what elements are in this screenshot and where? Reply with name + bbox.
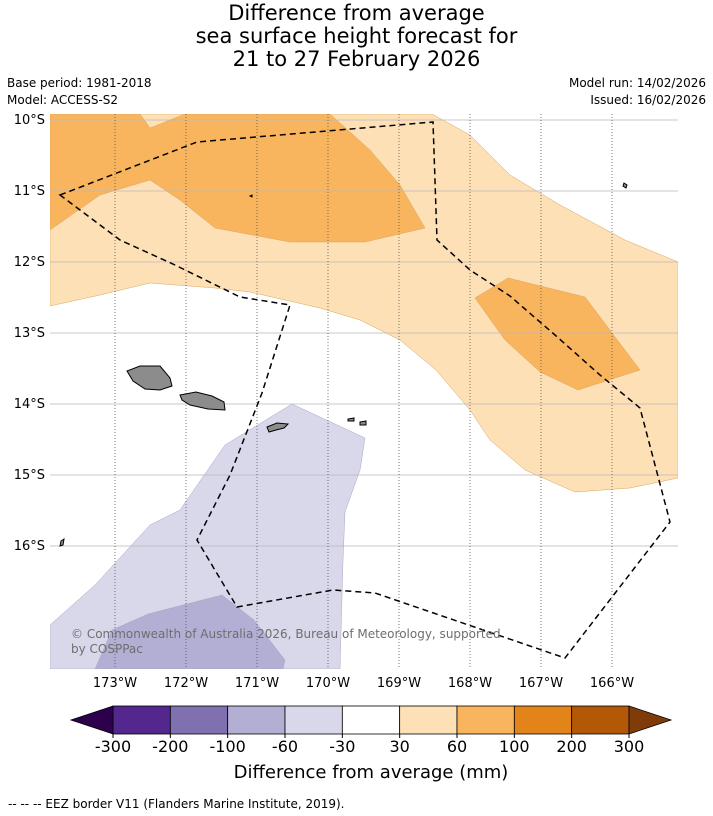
copyright-line-2: by COSPPac xyxy=(71,642,143,656)
copyright-line-1: © Commonwealth of Australia 2026, Bureau… xyxy=(71,627,501,641)
lon-label: 172°W xyxy=(164,676,208,691)
map-area: © Commonwealth of Australia 2026, Bureau… xyxy=(50,114,678,669)
colorbar-tick-label: -200 xyxy=(152,737,188,756)
title-line-2: sea surface height forecast for xyxy=(195,24,518,48)
lat-gridlines xyxy=(50,119,678,547)
colorbar-tick-label: -30 xyxy=(329,737,355,756)
contour-pos-60-100-north xyxy=(50,114,426,243)
title-line-1: Difference from average xyxy=(228,1,485,25)
island-swains xyxy=(248,194,253,198)
colorbar-bin xyxy=(112,705,171,735)
island-manua xyxy=(347,417,367,426)
lat-label: 14°S xyxy=(14,397,45,412)
lon-label: 167°W xyxy=(519,676,563,691)
colorbar-bin xyxy=(284,705,343,735)
colorbar-extend-low xyxy=(69,705,114,735)
colorbar-label: Difference from average (mm) xyxy=(234,762,509,783)
lon-label: 166°W xyxy=(590,676,634,691)
colorbar-tick-label: 300 xyxy=(614,737,645,756)
lat-label: 13°S xyxy=(14,326,45,341)
model-name: Model: ACCESS-S2 xyxy=(7,93,119,107)
lon-label: 169°W xyxy=(377,676,421,691)
lon-gridlines xyxy=(114,114,613,669)
lon-label: 168°W xyxy=(448,676,492,691)
colorbar-tick-label: -100 xyxy=(210,737,246,756)
issued-date: Issued: 16/02/2026 xyxy=(590,93,706,107)
lon-labels: 173°W 172°W 171°W 170°W 169°W 168°W 167°… xyxy=(93,676,634,691)
lon-label: 171°W xyxy=(235,676,279,691)
lon-label: 173°W xyxy=(93,676,137,691)
land-samoa xyxy=(59,182,628,547)
colorbar-extend-high xyxy=(628,705,673,735)
contour-pos-60-100-east xyxy=(474,277,641,391)
island-upolu xyxy=(179,391,226,411)
colorbar-bin xyxy=(513,705,573,735)
colorbar: -300 -200 -100 -60 -30 30 60 100 200 300 Differen… xyxy=(69,705,673,783)
island-savaii xyxy=(126,365,173,391)
colorbar-tick-label: -60 xyxy=(272,737,298,756)
base-period: Base period: 1981-2018 xyxy=(7,76,152,90)
island-tokelau xyxy=(622,182,628,189)
island-wallis xyxy=(59,537,65,547)
lat-label: 15°S xyxy=(14,468,45,483)
lat-label: 11°S xyxy=(14,184,45,199)
colorbar-tick-label: 100 xyxy=(499,737,530,756)
lat-label: 10°S xyxy=(14,113,45,128)
colorbar-tick-label: 30 xyxy=(389,737,409,756)
colorbar-tick-label: -300 xyxy=(95,737,131,756)
lat-label: 12°S xyxy=(14,255,45,270)
colorbar-bin xyxy=(341,705,401,735)
lon-label: 170°W xyxy=(306,676,350,691)
colorbar-bins xyxy=(112,705,630,735)
model-run: Model run: 14/02/2026 xyxy=(568,76,706,90)
lat-label: 16°S xyxy=(14,539,45,554)
colorbar-tick-label: 60 xyxy=(447,737,467,756)
colorbar-bin xyxy=(227,705,286,735)
island-tutuila xyxy=(266,422,290,433)
lat-labels: 10°S 11°S 12°S 13°S 14°S 15°S 16°S xyxy=(14,113,45,554)
colorbar-bin xyxy=(456,705,515,735)
colorbar-bin xyxy=(399,705,458,735)
eez-footnote: -- -- -- EEZ border V11 (Flanders Marine… xyxy=(8,797,345,811)
title-line-3: 21 to 27 February 2026 xyxy=(232,47,481,71)
colorbar-ticks: -300 -200 -100 -60 -30 30 60 100 200 300 xyxy=(95,734,644,756)
eez-border xyxy=(58,121,671,659)
colorbar-tick-label: 200 xyxy=(556,737,587,756)
colorbar-bin xyxy=(571,705,630,735)
colorbar-bin xyxy=(169,705,229,735)
